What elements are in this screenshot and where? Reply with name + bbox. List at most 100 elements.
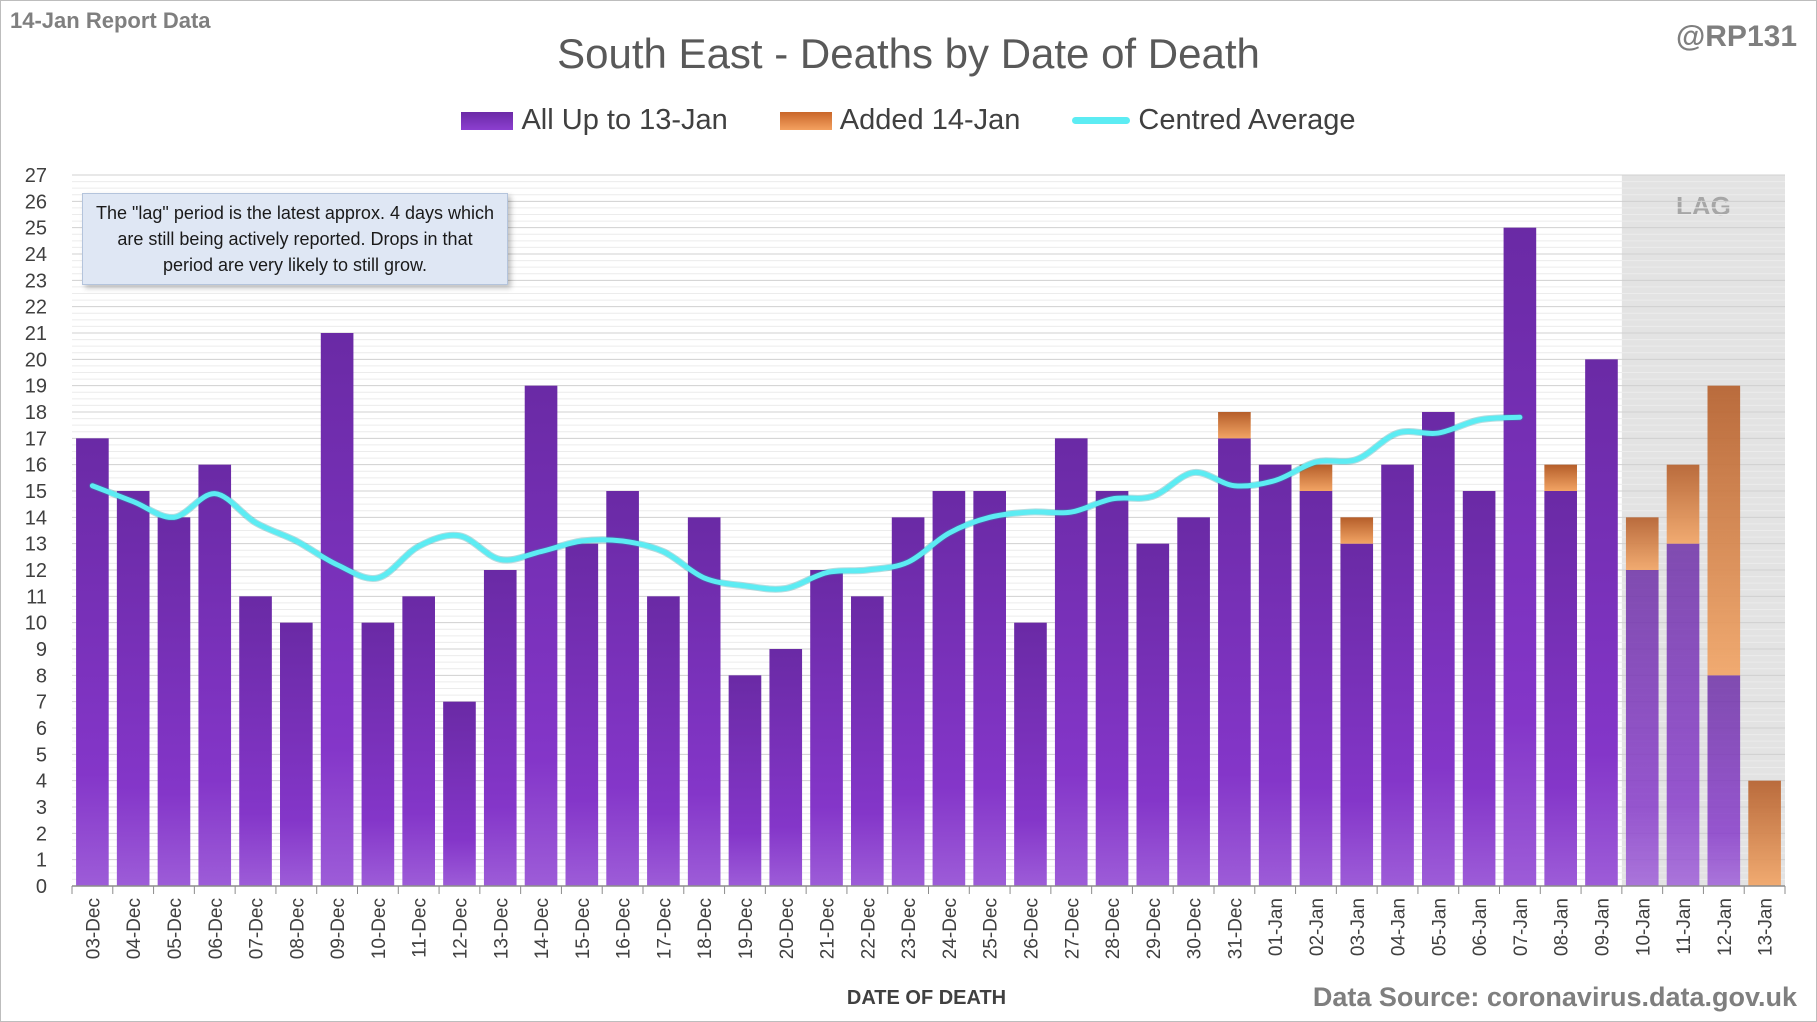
bar-all-up-to-02-Jan	[1299, 491, 1333, 886]
legend-label-added: Added 14-Jan	[839, 104, 1021, 136]
x-tick-label-06-Dec: 06-Dec	[206, 898, 227, 959]
y-tick-label: 15	[25, 481, 47, 503]
x-tick-label-03-Dec: 03-Dec	[83, 898, 104, 959]
bar-all-up-to-08-Jan	[1544, 491, 1577, 886]
bar-all-up-to-30-Dec	[1177, 517, 1210, 886]
x-tick-label-08-Jan: 08-Jan	[1552, 898, 1573, 956]
x-tick-label-13-Dec: 13-Dec	[491, 898, 512, 959]
x-tick-label-02-Jan: 02-Jan	[1307, 898, 1328, 956]
x-tick-label-04-Jan: 04-Jan	[1389, 898, 1410, 956]
x-tick-label-26-Dec: 26-Dec	[1021, 898, 1042, 959]
legend-swatch-all	[461, 111, 514, 130]
legend-label-average: Centred Average	[1138, 104, 1356, 136]
average-line	[89, 414, 1523, 592]
bar-added-03-Jan	[1340, 517, 1374, 544]
x-tick-label-31-Dec: 31-Dec	[1225, 898, 1246, 959]
bar-all-up-to-05-Jan	[1422, 412, 1455, 886]
bar-added-02-Jan	[1299, 464, 1333, 491]
bar-all-up-to-17-Dec	[647, 596, 680, 886]
x-tick-label-11-Jan: 11-Jan	[1674, 898, 1695, 955]
bar-all-up-to-12-Jan	[1707, 675, 1741, 886]
legend-swatch-added	[779, 111, 832, 130]
bar-all-up-to-07-Jan	[1503, 227, 1537, 886]
x-axis-title: DATE OF DEATH	[847, 987, 1006, 1009]
bar-all-up-to-08-Dec	[280, 622, 313, 886]
bar-all-up-to-12-Dec	[443, 701, 476, 886]
y-tick-label: 19	[25, 376, 47, 398]
x-tick-label-15-Dec: 15-Dec	[573, 898, 594, 959]
x-tick-label-28-Dec: 28-Dec	[1103, 898, 1124, 959]
y-tick-label: 2	[36, 823, 47, 845]
bar-added-11-Jan	[1666, 464, 1700, 544]
y-tick-label: 10	[25, 613, 47, 635]
x-tick-label-05-Dec: 05-Dec	[165, 898, 186, 959]
x-tick-label-20-Dec: 20-Dec	[777, 898, 798, 959]
bars	[76, 227, 1781, 886]
bar-all-up-to-28-Dec	[1095, 491, 1129, 886]
x-tick-label-13-Jan: 13-Jan	[1756, 898, 1777, 956]
x-tick-label-16-Dec: 16-Dec	[614, 898, 635, 959]
bar-all-up-to-14-Dec	[524, 385, 558, 886]
average-line-group	[88, 413, 1524, 593]
y-tick-label: 11	[26, 586, 47, 608]
bar-all-up-to-09-Dec	[320, 333, 354, 886]
y-tick-label: 18	[25, 402, 47, 424]
y-tick-label: 13	[25, 534, 47, 556]
y-tick-label: 22	[25, 297, 47, 319]
x-tick-label-07-Jan: 07-Jan	[1511, 898, 1532, 956]
bar-all-up-to-24-Dec	[932, 491, 966, 886]
bar-all-up-to-20-Dec	[769, 649, 803, 886]
bar-all-up-to-05-Dec	[157, 517, 191, 886]
bar-all-up-to-16-Dec	[606, 491, 639, 886]
bar-added-13-Jan	[1748, 780, 1781, 886]
y-tick-label: 27	[25, 165, 47, 187]
x-tick-label-21-Dec: 21-Dec	[818, 898, 839, 959]
x-tick-label-01-Jan: 01-Jan	[1266, 898, 1287, 956]
y-tick-label: 17	[25, 428, 47, 450]
y-tick-label: 6	[36, 718, 47, 740]
legend-item-added: Added 14-Jan	[779, 104, 1021, 137]
y-tick-label: 21	[25, 323, 47, 345]
bar-added-08-Jan	[1544, 464, 1577, 491]
bar-all-up-to-03-Dec	[76, 438, 109, 886]
lag-label: LAG	[1676, 191, 1731, 221]
bar-all-up-to-11-Jan	[1666, 543, 1700, 886]
bar-added-31-Dec	[1218, 412, 1251, 439]
bar-all-up-to-29-Dec	[1136, 543, 1170, 886]
y-tick-label: 25	[25, 218, 47, 240]
x-tick-label-22-Dec: 22-Dec	[858, 898, 879, 959]
y-tick-label: 14	[25, 507, 47, 529]
bar-added-10-Jan	[1625, 517, 1659, 570]
bar-all-up-to-01-Jan	[1258, 464, 1292, 886]
y-tick-label: 0	[36, 876, 47, 898]
y-tick-label: 1	[36, 850, 47, 872]
y-tick-label: 4	[36, 771, 47, 793]
legend-item-average: Centred Average	[1072, 104, 1356, 137]
x-tick-label-19-Dec: 19-Dec	[736, 898, 757, 959]
bar-all-up-to-13-Dec	[483, 570, 517, 886]
bar-all-up-to-15-Dec	[565, 543, 599, 886]
author-handle: @RP131	[1676, 20, 1797, 53]
bar-all-up-to-22-Dec	[851, 596, 884, 886]
y-tick-label: 20	[25, 349, 47, 371]
x-tick-label-25-Dec: 25-Dec	[981, 898, 1002, 959]
x-tick-label-17-Dec: 17-Dec	[654, 898, 675, 959]
bar-all-up-to-04-Jan	[1381, 464, 1414, 886]
y-tick-label: 8	[36, 665, 47, 687]
bar-all-up-to-04-Dec	[116, 491, 150, 886]
legend-item-all: All Up to 13-Jan	[461, 104, 728, 137]
bar-all-up-to-31-Dec	[1218, 438, 1251, 886]
y-tick-label: 7	[36, 692, 47, 714]
bar-all-up-to-19-Dec	[728, 675, 762, 886]
x-tick-label-14-Dec: 14-Dec	[532, 898, 553, 959]
x-tick-label-04-Dec: 04-Dec	[124, 898, 145, 959]
x-tick-label-12-Jan: 12-Jan	[1715, 898, 1736, 956]
bar-all-up-to-06-Dec	[198, 464, 232, 886]
x-tick-label-09-Dec: 09-Dec	[328, 898, 349, 959]
y-tick-label: 24	[25, 244, 47, 266]
bar-all-up-to-09-Jan	[1585, 359, 1618, 886]
legend-swatch-average	[1072, 117, 1131, 124]
x-tick-label-11-Dec: 11-Dec	[410, 898, 431, 958]
x-tick-label-18-Dec: 18-Dec	[695, 898, 716, 959]
x-tick-label-10-Jan: 10-Jan	[1633, 898, 1654, 956]
